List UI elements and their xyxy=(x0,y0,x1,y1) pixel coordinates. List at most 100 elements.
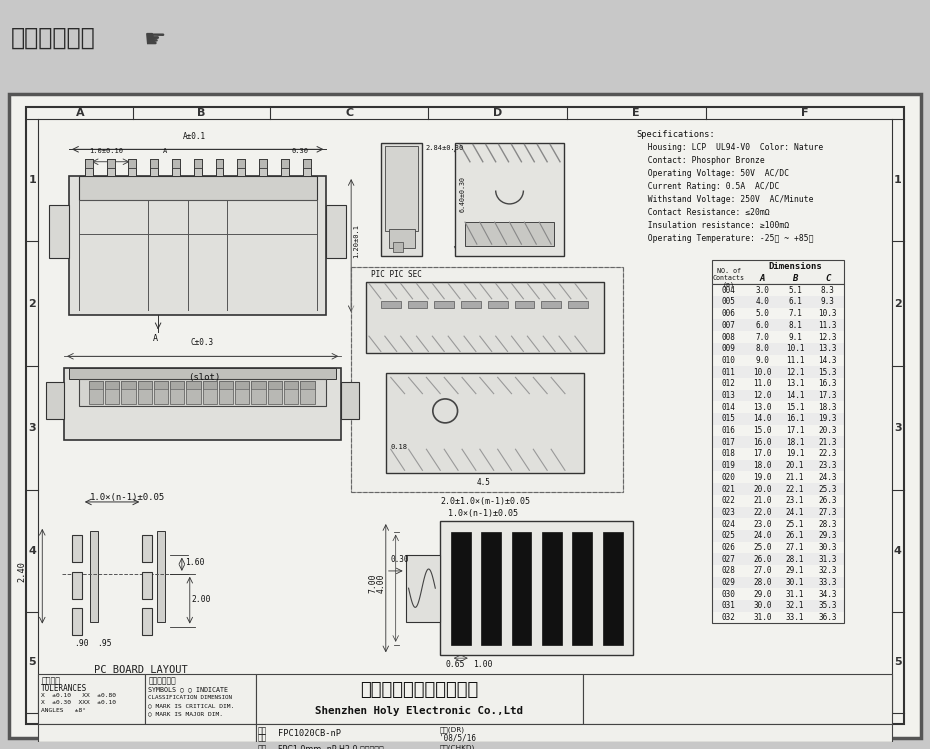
Bar xyxy=(138,381,152,389)
Bar xyxy=(216,159,223,169)
Text: 025: 025 xyxy=(722,531,736,540)
Bar xyxy=(219,381,233,404)
Bar xyxy=(711,366,844,378)
Text: Contact: Phosphor Bronze: Contact: Phosphor Bronze xyxy=(638,156,765,165)
Text: 26.3: 26.3 xyxy=(818,496,837,505)
Bar xyxy=(514,300,535,309)
Text: Specifications:: Specifications: xyxy=(636,130,715,139)
Bar xyxy=(711,530,844,542)
Bar xyxy=(69,176,326,315)
Text: 27.0: 27.0 xyxy=(753,566,772,575)
Text: Housing: LCP  UL94-V0  Color: Nature: Housing: LCP UL94-V0 Color: Nature xyxy=(638,143,823,152)
Text: 25.1: 25.1 xyxy=(786,520,804,529)
Text: 5: 5 xyxy=(894,658,901,667)
Text: 12.0: 12.0 xyxy=(753,391,772,400)
Bar xyxy=(216,159,223,176)
Text: NO. of
Contacts
(n): NO. of Contacts (n) xyxy=(712,268,745,288)
Text: 7.00: 7.00 xyxy=(368,574,377,593)
Text: B: B xyxy=(197,108,206,118)
Bar xyxy=(142,536,153,562)
Text: ☛: ☛ xyxy=(144,27,166,52)
Text: 29.0: 29.0 xyxy=(753,589,772,598)
Bar xyxy=(284,381,299,404)
Bar xyxy=(150,159,158,169)
Text: 工程: 工程 xyxy=(259,727,267,736)
Text: 011: 011 xyxy=(722,368,736,377)
Bar xyxy=(392,242,403,252)
Bar xyxy=(251,381,266,389)
Bar xyxy=(79,176,316,200)
Text: 10.3: 10.3 xyxy=(818,309,837,318)
Text: 13.0: 13.0 xyxy=(753,403,772,412)
Bar xyxy=(542,532,562,645)
Text: 0.65: 0.65 xyxy=(445,660,465,669)
Bar xyxy=(38,674,145,724)
Bar xyxy=(711,600,844,612)
Text: Withstand Voltage: 250V  AC/Minute: Withstand Voltage: 250V AC/Minute xyxy=(638,195,814,204)
Text: 1.0±0.10: 1.0±0.10 xyxy=(88,148,123,154)
Bar xyxy=(150,159,158,176)
Bar xyxy=(203,381,217,404)
Text: 020: 020 xyxy=(722,473,736,482)
Text: 008: 008 xyxy=(722,333,736,342)
Bar xyxy=(302,159,311,169)
Text: 11.3: 11.3 xyxy=(818,321,837,330)
Text: Current Rating: 0.5A  AC/DC: Current Rating: 0.5A AC/DC xyxy=(638,182,779,191)
Text: 1: 1 xyxy=(29,175,36,185)
Text: 022: 022 xyxy=(722,496,736,505)
Bar xyxy=(405,555,440,622)
Text: 14.1: 14.1 xyxy=(786,391,804,400)
Bar xyxy=(573,532,592,645)
Text: 8.3: 8.3 xyxy=(821,286,835,295)
Text: 031: 031 xyxy=(722,601,736,610)
Bar xyxy=(72,608,82,635)
Text: 25.3: 25.3 xyxy=(818,485,837,494)
Text: 4: 4 xyxy=(894,546,901,557)
Text: 23.0: 23.0 xyxy=(753,520,772,529)
Text: Dimensions: Dimensions xyxy=(768,261,822,270)
Text: 010: 010 xyxy=(722,356,736,365)
Bar xyxy=(302,159,311,176)
Bar xyxy=(170,381,184,389)
Text: 32.1: 32.1 xyxy=(786,601,804,610)
Text: D: D xyxy=(493,714,502,724)
Bar xyxy=(88,381,103,389)
Bar xyxy=(386,372,584,473)
Bar xyxy=(145,674,256,724)
Text: SYMBOLS ○ ○ INDICATE: SYMBOLS ○ ○ INDICATE xyxy=(148,686,228,692)
Bar xyxy=(711,471,844,483)
Text: CLASSIFICATION DIMENSION: CLASSIFICATION DIMENSION xyxy=(148,694,232,700)
Bar xyxy=(121,381,136,389)
Bar xyxy=(300,381,314,389)
Text: 0.18: 0.18 xyxy=(391,444,407,450)
Text: 30.1: 30.1 xyxy=(786,578,804,587)
Bar xyxy=(142,572,153,598)
Text: C: C xyxy=(825,273,830,282)
Text: FPC1020CB-nP: FPC1020CB-nP xyxy=(278,729,341,738)
Bar xyxy=(170,381,184,404)
Text: A: A xyxy=(75,714,85,724)
Text: F: F xyxy=(801,714,808,724)
Text: ○ MARK IS MAJOR DIM.: ○ MARK IS MAJOR DIM. xyxy=(148,712,223,717)
Bar xyxy=(326,205,346,258)
Text: 28.0: 28.0 xyxy=(753,578,772,587)
Text: 009: 009 xyxy=(722,345,736,354)
Bar xyxy=(711,554,844,565)
Bar xyxy=(711,354,844,366)
Text: C±0.3: C±0.3 xyxy=(191,338,214,347)
Text: 4.0: 4.0 xyxy=(755,297,769,306)
Text: 17.3: 17.3 xyxy=(818,391,837,400)
Bar xyxy=(46,382,64,419)
Bar xyxy=(85,159,93,169)
Text: 33.3: 33.3 xyxy=(818,578,837,587)
Bar xyxy=(300,381,314,404)
Text: 10.0: 10.0 xyxy=(753,368,772,377)
Text: 5.0: 5.0 xyxy=(755,309,769,318)
Text: 8.0: 8.0 xyxy=(755,345,769,354)
Text: B: B xyxy=(197,714,206,724)
Text: 028: 028 xyxy=(722,566,736,575)
Text: .95: .95 xyxy=(97,639,112,648)
Bar xyxy=(461,300,481,309)
Text: 36.3: 36.3 xyxy=(818,613,837,622)
Text: 007: 007 xyxy=(722,321,736,330)
